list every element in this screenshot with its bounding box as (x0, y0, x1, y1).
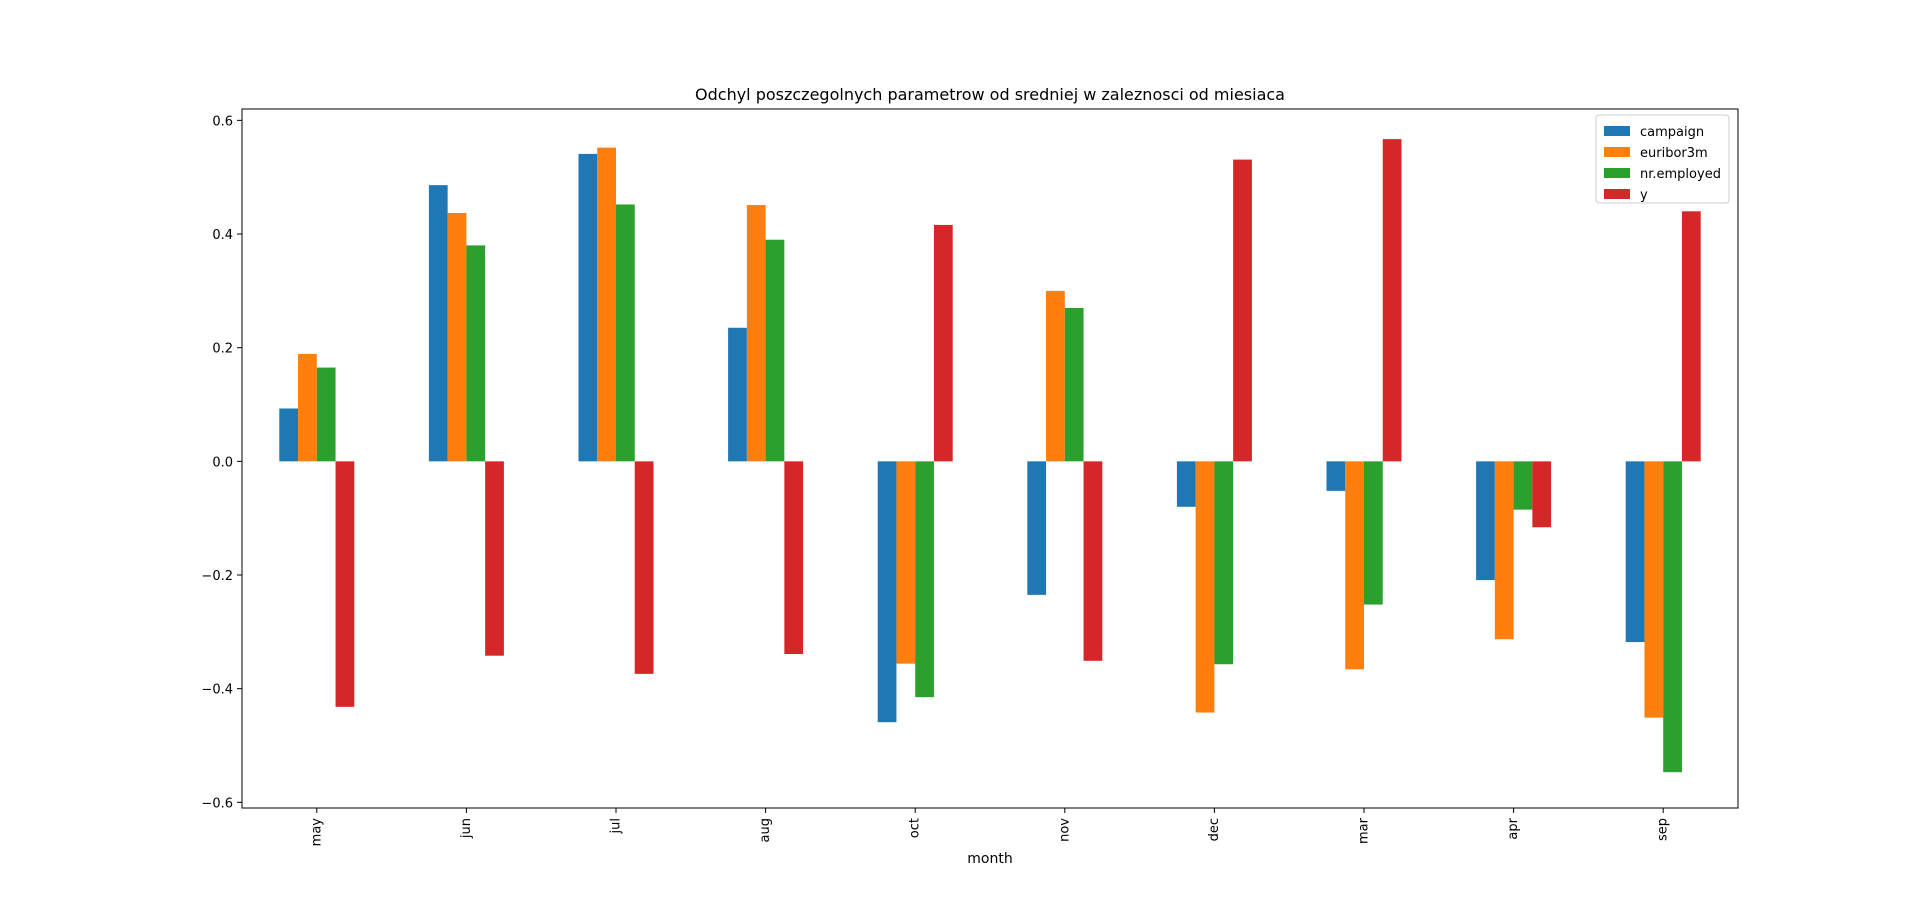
y-tick-label: −0.4 (201, 683, 233, 698)
bar-y-jul (634, 461, 654, 674)
bar-euribor3m-may (298, 353, 317, 462)
bar-euribor3m-dec (1195, 461, 1215, 713)
legend-box (1595, 114, 1730, 204)
x-tick-label-jun: jun (459, 818, 474, 839)
legend-swatch-campaign (1604, 126, 1630, 136)
legend: campaign euribor3m nr.employed y (1595, 114, 1730, 204)
y-tick-label: 0.2 (212, 342, 233, 357)
y-tick-label: −0.2 (201, 569, 233, 584)
bar-y-sep (1681, 211, 1701, 462)
x-tick-label-aug: aug (758, 818, 773, 842)
x-tick-label-dec: dec (1207, 818, 1222, 841)
bar-y-dec (1233, 159, 1252, 462)
bar-euribor3m-jul (597, 147, 616, 462)
bar-euribor3m-mar (1345, 461, 1364, 670)
bar-nr-employed-dec (1214, 461, 1234, 665)
x-tick-label-nov: nov (1057, 818, 1072, 842)
plot-area: −0.6 −0.4 −0.2 0.0 0.2 0.4 0.6 may jun jul aug oct n… (201, 114, 1701, 847)
bar-campaign-jul (578, 153, 598, 462)
bar-campaign-mar (1326, 461, 1346, 491)
x-tick-label-oct: oct (908, 818, 923, 838)
y-tick-label: 0.6 (212, 114, 233, 129)
legend-swatch-nr-employed (1604, 168, 1630, 178)
x-axis-label: month (967, 851, 1012, 867)
bar-campaign-apr (1476, 461, 1495, 581)
x-tick-label-mar: mar (1357, 817, 1372, 844)
bar-nr-employed-sep (1663, 461, 1682, 773)
bar-campaign-sep (1625, 461, 1645, 643)
bar-y-oct (933, 224, 953, 462)
bar-nr-employed-apr (1513, 461, 1533, 510)
bar-euribor3m-jun (447, 213, 467, 462)
bar-nr-employed-jul (616, 204, 635, 462)
bar-campaign-nov (1027, 461, 1047, 595)
bar-nr-employed-aug (765, 239, 785, 462)
bar-nr-employed-may (316, 367, 336, 462)
bar-campaign-jun (428, 185, 448, 462)
bar-y-mar (1382, 139, 1402, 462)
legend-label-y: y (1640, 188, 1648, 203)
bar-nr-employed-oct (915, 461, 934, 698)
bar-y-nov (1083, 461, 1103, 661)
bar-y-apr (1532, 461, 1552, 528)
x-tick-label-may: may (309, 818, 324, 847)
bar-y-jun (485, 461, 504, 656)
plot-frame (241, 108, 1739, 809)
y-tick-label: 0.4 (212, 228, 233, 243)
y-tick-label: 0.0 (212, 455, 233, 470)
bar-euribor3m-aug (746, 205, 766, 462)
bar-euribor3m-apr (1494, 461, 1514, 640)
bar-euribor3m-nov (1046, 290, 1065, 462)
bar-nr-employed-mar (1364, 461, 1383, 605)
bar-campaign-may (279, 408, 299, 462)
bar-campaign-aug (728, 327, 747, 462)
x-tick-label-apr: apr (1506, 817, 1521, 839)
legend-label-euribor3m: euribor3m (1640, 146, 1708, 161)
chart-title: Odchyl poszczegolnych parametrow od sred… (695, 85, 1285, 104)
legend-label-nr-employed: nr.employed (1640, 167, 1721, 182)
bar-nr-employed-jun (466, 245, 486, 462)
y-tick-label: −0.6 (201, 796, 233, 811)
bar-euribor3m-oct (896, 461, 916, 664)
bar-y-aug (784, 461, 804, 654)
bar-campaign-dec (1176, 461, 1196, 507)
bar-campaign-oct (877, 461, 897, 723)
bar-y-may (335, 461, 355, 707)
x-tick-label-jul: jul (609, 818, 624, 834)
legend-swatch-euribor3m (1604, 147, 1630, 157)
bar-nr-employed-nov (1064, 307, 1084, 462)
bar-euribor3m-sep (1644, 461, 1664, 718)
x-tick-label-sep: sep (1656, 818, 1671, 841)
legend-label-campaign: campaign (1640, 125, 1704, 140)
legend-swatch-y (1604, 189, 1630, 199)
